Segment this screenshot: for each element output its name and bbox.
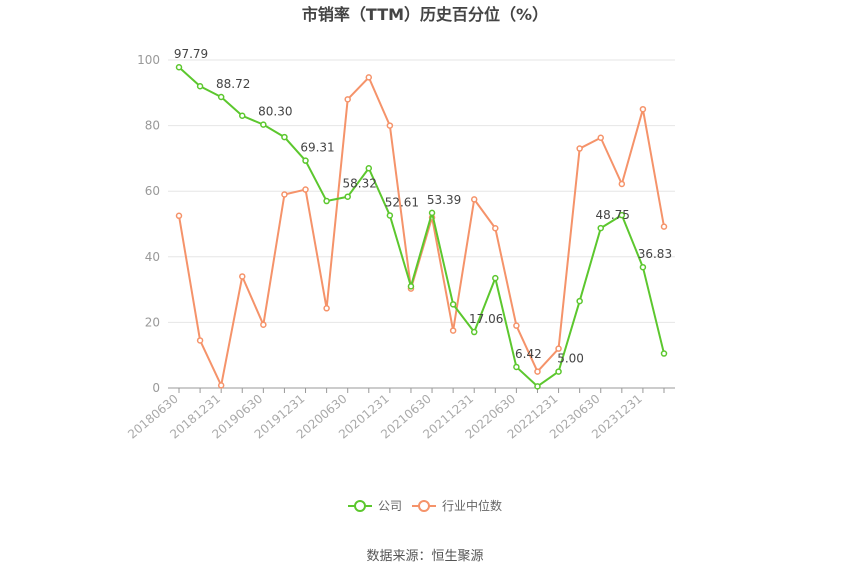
- grid: [168, 59, 675, 323]
- data-point-company[interactable]: [175, 63, 183, 71]
- legend-swatch-marker: [418, 500, 430, 512]
- y-tick-label: 60: [145, 184, 160, 198]
- data-label: 5.00: [557, 352, 584, 366]
- data-point-industry-median[interactable]: [618, 180, 626, 188]
- data-point-company[interactable]: [534, 383, 541, 390]
- y-tick-label: 0: [152, 381, 160, 395]
- y-tick-label: 20: [145, 315, 160, 329]
- legend-label: 公司: [378, 499, 402, 513]
- data-point-industry-median[interactable]: [302, 186, 309, 193]
- data-point-industry-median[interactable]: [260, 321, 267, 328]
- chart-title: 市销率（TTM）历史百分位（%）: [302, 5, 548, 24]
- data-point-company[interactable]: [492, 274, 499, 282]
- source-note: 数据来源：恒生聚源: [366, 549, 483, 564]
- y-tick-label: 100: [137, 53, 160, 67]
- data-point-company[interactable]: [386, 212, 394, 219]
- data-label: 52.61: [385, 195, 419, 209]
- data-labels: 97.79 88.72 80.30 69.31 58.32 52.61 53.39 17.06…: [174, 47, 672, 365]
- data-point-industry-median[interactable]: [344, 96, 351, 103]
- data-label: 48.75: [596, 208, 630, 222]
- data-point-company[interactable]: [344, 193, 351, 200]
- y-axis: 0 20 40 60 80 100: [137, 53, 160, 395]
- data-label: 88.72: [216, 77, 250, 91]
- data-point-company[interactable]: [217, 93, 225, 101]
- series-layer: [175, 63, 668, 390]
- series-line-company: [178, 66, 665, 388]
- data-point-industry-median[interactable]: [449, 327, 457, 334]
- data-point-industry-median[interactable]: [534, 368, 541, 375]
- data-label: 97.79: [174, 47, 208, 61]
- data-point-industry-median[interactable]: [365, 74, 373, 81]
- data-label: 58.32: [343, 177, 377, 191]
- data-point-company[interactable]: [639, 263, 647, 271]
- data-point-company[interactable]: [196, 82, 204, 90]
- data-label: 36.83: [638, 247, 672, 261]
- data-point-industry-median[interactable]: [597, 134, 604, 141]
- data-label: 53.39: [427, 193, 461, 207]
- y-tick-label: 40: [145, 250, 160, 264]
- data-point-industry-median[interactable]: [660, 223, 668, 230]
- data-point-industry-median[interactable]: [175, 212, 183, 220]
- legend-label: 行业中位数: [442, 498, 502, 513]
- data-point-company[interactable]: [365, 164, 373, 172]
- legend-item-company[interactable]: 公司: [348, 499, 402, 513]
- data-point-company[interactable]: [513, 363, 520, 371]
- data-point-industry-median[interactable]: [323, 305, 330, 312]
- data-point-company[interactable]: [618, 211, 626, 219]
- data-point-company[interactable]: [555, 368, 562, 375]
- data-point-company[interactable]: [239, 112, 246, 120]
- data-point-company[interactable]: [470, 328, 478, 336]
- data-point-company[interactable]: [302, 157, 309, 164]
- data-point-industry-median[interactable]: [513, 322, 520, 329]
- data-point-industry-median[interactable]: [639, 105, 647, 113]
- data-point-industry-median[interactable]: [555, 345, 562, 352]
- data-point-industry-median[interactable]: [576, 145, 583, 152]
- series-line-industry-median: [178, 76, 665, 387]
- data-point-company[interactable]: [407, 283, 415, 290]
- data-point-industry-median[interactable]: [196, 337, 204, 344]
- legend[interactable]: 公司 行业中位数: [348, 498, 502, 513]
- data-point-industry-median[interactable]: [386, 122, 394, 129]
- data-point-company[interactable]: [260, 121, 267, 128]
- data-label: 6.42: [515, 347, 542, 361]
- data-point-company[interactable]: [428, 209, 436, 217]
- data-label: 69.31: [300, 141, 334, 155]
- data-point-company[interactable]: [660, 350, 668, 357]
- x-axis: 2018063020181231201906302019123120200630…: [125, 387, 675, 442]
- legend-item-industry-median[interactable]: 行业中位数: [412, 498, 502, 513]
- data-label: 17.06: [469, 312, 503, 326]
- y-tick-label: 80: [145, 119, 160, 133]
- data-point-industry-median[interactable]: [217, 382, 225, 389]
- data-point-industry-median[interactable]: [281, 191, 288, 198]
- data-point-company[interactable]: [449, 301, 457, 308]
- data-point-company[interactable]: [576, 297, 583, 305]
- data-point-company[interactable]: [597, 224, 604, 232]
- data-point-company[interactable]: [281, 133, 288, 141]
- legend-swatch-marker: [354, 500, 366, 512]
- data-point-industry-median[interactable]: [492, 225, 499, 232]
- data-point-company[interactable]: [323, 197, 330, 205]
- data-label: 80.30: [258, 105, 292, 119]
- data-point-industry-median[interactable]: [239, 273, 246, 280]
- data-point-industry-median[interactable]: [470, 196, 478, 203]
